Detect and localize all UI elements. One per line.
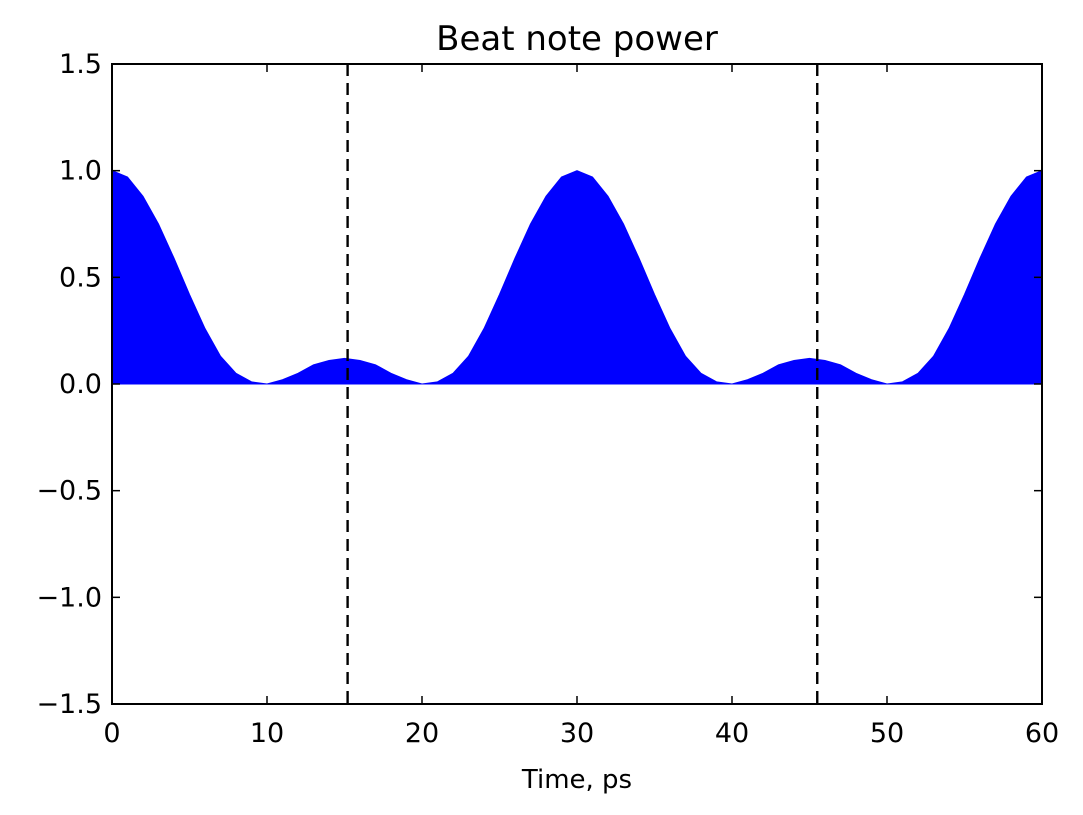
x-tick-label-6: 60 (1025, 718, 1059, 749)
x-tick-label-2: 20 (405, 718, 439, 749)
area-series-0 (111, 169, 1043, 385)
x-tick-label-0: 0 (103, 718, 120, 749)
x-tick-label-4: 40 (715, 718, 749, 749)
y-tick-label-2: −0.5 (36, 476, 102, 507)
x-tick-label-3: 30 (560, 718, 594, 749)
y-tick-label-5: 1.0 (59, 156, 102, 187)
x-axis-title: Time, ps (521, 765, 632, 795)
y-tick-label-0: −1.5 (36, 689, 102, 720)
plot-area (111, 64, 1043, 704)
y-tick-label-3: 0.0 (59, 369, 102, 400)
chart-title: Beat note power (436, 19, 718, 59)
x-tick-label-5: 50 (870, 718, 904, 749)
axis-ticks: 0 10 20 30 40 50 60 −1.5 −1.0 −0.5 0.0 0.5 1.0 1.5 (36, 49, 1059, 749)
y-tick-label-6: 1.5 (59, 49, 102, 80)
y-tick-label-1: −1.0 (36, 582, 102, 613)
y-tick-label-4: 0.5 (59, 262, 102, 293)
x-tick-label-1: 10 (250, 718, 284, 749)
